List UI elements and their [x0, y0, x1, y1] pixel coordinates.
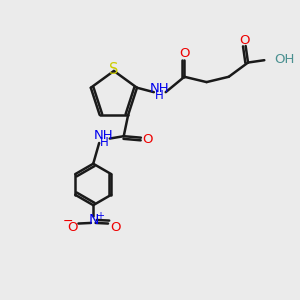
Text: NH: NH	[94, 128, 114, 142]
Text: −: −	[62, 215, 73, 228]
Text: O: O	[179, 47, 190, 61]
Text: NH: NH	[149, 82, 169, 95]
Text: +: +	[96, 211, 104, 221]
Text: S: S	[109, 62, 119, 77]
Text: O: O	[67, 221, 78, 234]
Text: H: H	[100, 136, 108, 149]
Text: OH: OH	[274, 52, 294, 65]
Text: H: H	[155, 89, 164, 102]
Text: N: N	[88, 213, 99, 227]
Text: O: O	[142, 133, 153, 146]
Text: O: O	[110, 221, 120, 234]
Text: O: O	[239, 34, 249, 46]
